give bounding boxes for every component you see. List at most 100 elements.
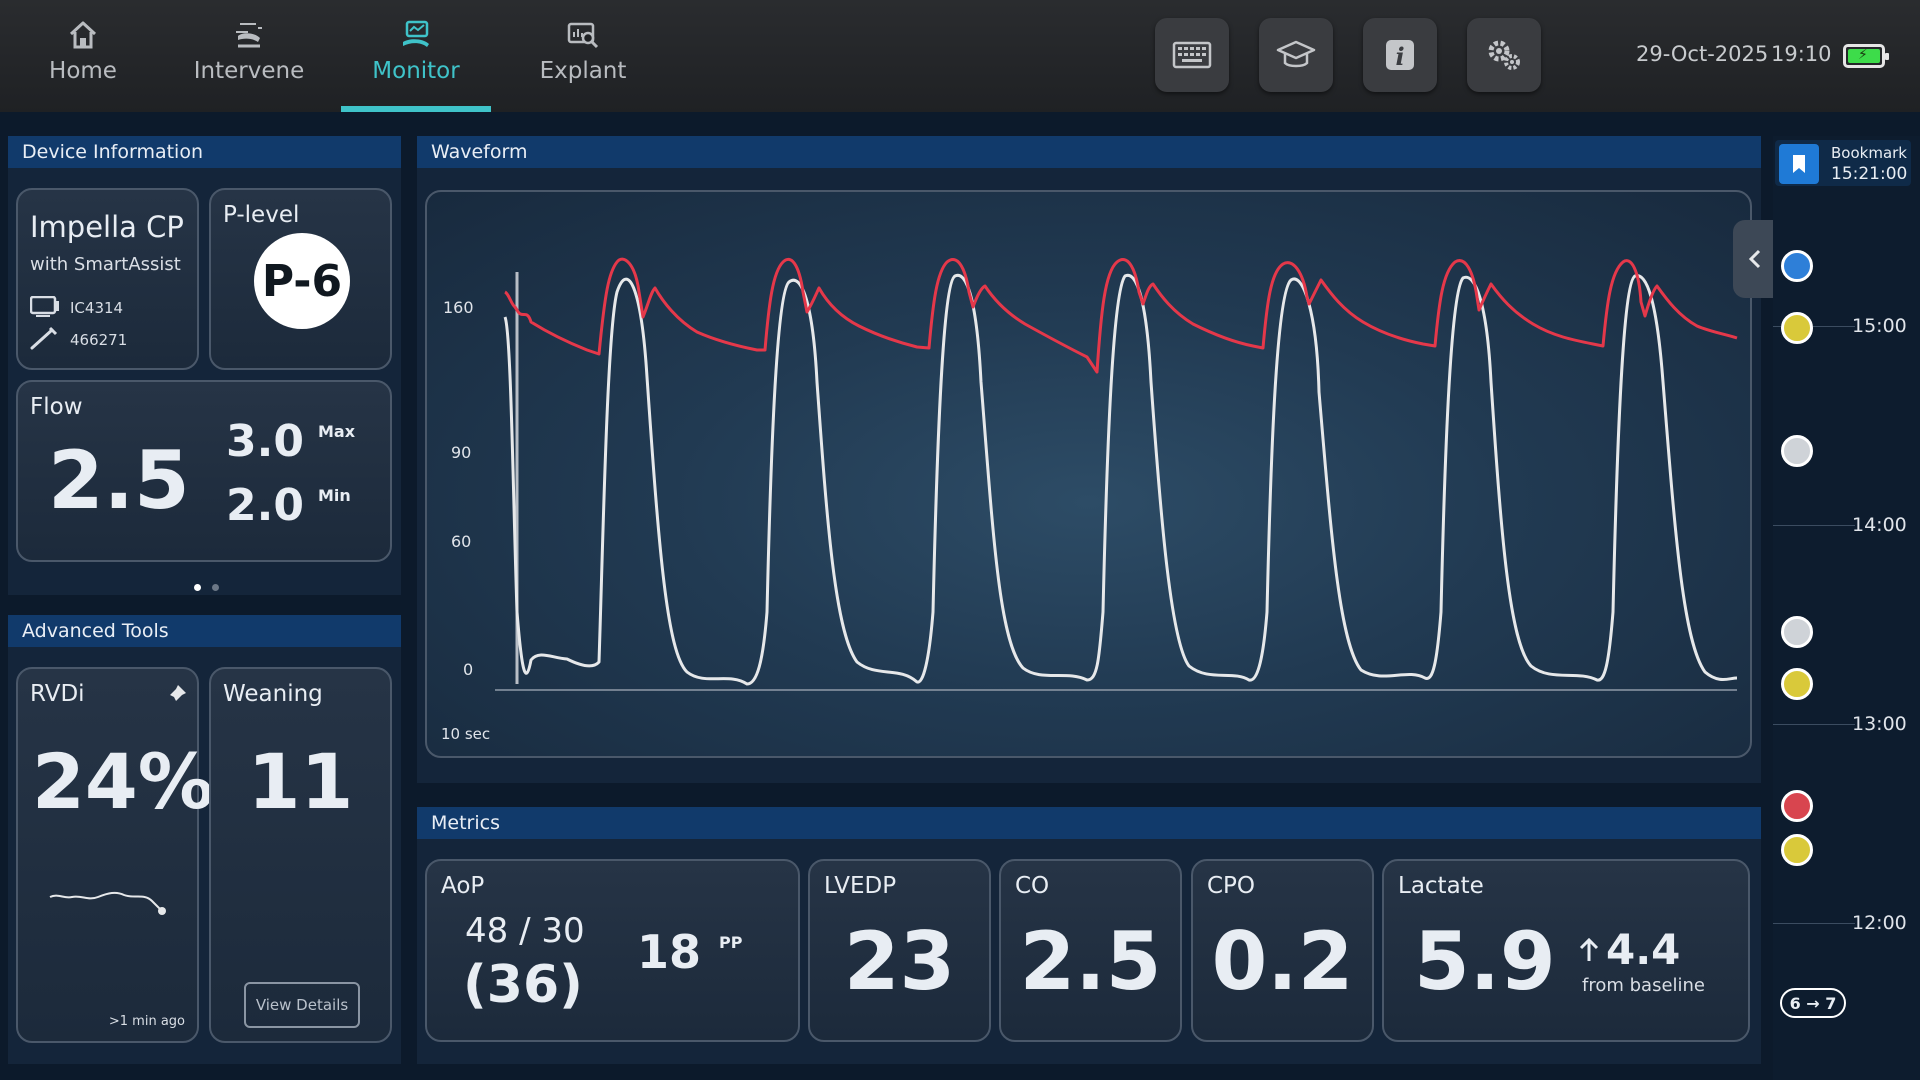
advanced-tools-panel: RVDi 24% >1 min ago Weaning 11 View Deta… — [8, 647, 401, 1064]
chevron-left-icon — [1748, 249, 1761, 269]
pp-label: PP — [719, 933, 743, 952]
motor-current-trace — [503, 273, 1738, 686]
info-button[interactable]: i — [1363, 18, 1437, 92]
tab-intervene[interactable]: Intervene — [174, 18, 324, 112]
rvdi-card[interactable]: RVDi 24% >1 min ago — [16, 667, 214, 1043]
rvdi-label: RVDi — [30, 681, 85, 707]
tab-home[interactable]: Home — [8, 18, 158, 112]
explant-icon — [567, 22, 599, 49]
arrow-up-icon — [1579, 937, 1599, 961]
timeline-time-label: 12:00 — [1852, 912, 1907, 934]
console-id: IC4314 — [70, 299, 124, 317]
timeline-time-label: 15:00 — [1852, 315, 1907, 337]
flow-label: Flow — [30, 394, 83, 420]
flow-value: 2.5 — [48, 434, 190, 527]
tab-monitor[interactable]: Monitor — [341, 18, 491, 112]
timeline-event-marker[interactable] — [1781, 312, 1813, 344]
settings-button[interactable] — [1467, 18, 1541, 92]
weaning-label: Weaning — [223, 681, 323, 707]
tab-home-label: Home — [49, 58, 117, 84]
plevel-value: P-6 — [254, 233, 350, 329]
timeline-event-marker[interactable] — [1781, 250, 1813, 282]
aop-mean: (36) — [463, 955, 583, 1015]
keyboard-button[interactable] — [1155, 18, 1229, 92]
device-card[interactable]: Impella CP with SmartAssist IC4314 46627… — [16, 188, 199, 370]
bookmark-button[interactable]: Bookmark 15:21:00 — [1775, 140, 1911, 186]
view-details-button[interactable]: View Details — [244, 982, 360, 1028]
aop-card[interactable]: AoP 48 / 30 (36) 18 PP — [425, 859, 800, 1042]
current-date: 29-Oct-2025 — [1636, 42, 1769, 66]
plevel-label: P-level — [223, 202, 300, 228]
cpo-label: CPO — [1207, 873, 1256, 899]
rvdi-timestamp: >1 min ago — [108, 1014, 185, 1029]
y-tick-label: 0 — [463, 660, 474, 679]
aop-label: AoP — [441, 873, 485, 899]
flow-min-value: 2.0 — [226, 480, 304, 531]
aortic-pressure-trace — [504, 257, 1738, 374]
duration-label: 10 sec — [441, 725, 491, 743]
plevel-card[interactable]: P-level P-6 — [209, 188, 392, 370]
waveform-chart[interactable]: 160 90 60 0 10 sec — [425, 190, 1752, 758]
co-label: CO — [1015, 873, 1050, 899]
bookmark-label: Bookmark — [1831, 144, 1907, 162]
collapse-timeline-button[interactable] — [1733, 220, 1777, 298]
bookmark-icon-box — [1779, 144, 1819, 184]
pin-icon[interactable] — [164, 683, 188, 707]
lactate-delta-text: from baseline — [1582, 975, 1706, 996]
y-tick-label: 160 — [443, 298, 474, 317]
page-indicator[interactable] — [194, 576, 220, 595]
y-tick-label: 60 — [451, 532, 472, 551]
metrics-header: Metrics — [417, 807, 1761, 839]
flow-card[interactable]: Flow 2.5 3.0 Max 2.0 Min — [16, 380, 392, 562]
timeline-event-marker[interactable] — [1781, 668, 1813, 700]
aop-sys-dia: 48 / 30 — [465, 911, 585, 951]
bookmark-time: 15:21:00 — [1831, 164, 1908, 184]
weaning-card[interactable]: Weaning 11 View Details — [209, 667, 392, 1043]
co-card[interactable]: CO 2.5 — [999, 859, 1182, 1042]
pp-value: 18 — [637, 925, 702, 979]
tab-explant-label: Explant — [539, 58, 627, 84]
training-button[interactable] — [1259, 18, 1333, 92]
advanced-tools-header: Advanced Tools — [8, 615, 401, 647]
cpo-value: 0.2 — [1211, 915, 1354, 1008]
svg-text:i: i — [1395, 42, 1404, 71]
tab-explant[interactable]: Explant — [508, 18, 658, 112]
waveform-header: Waveform — [417, 136, 1761, 168]
timeline-time-label: 14:00 — [1852, 514, 1907, 536]
lvedp-value: 23 — [843, 915, 956, 1008]
timeline-event-marker[interactable] — [1781, 790, 1813, 822]
flow-max-value: 3.0 — [226, 416, 304, 467]
top-bar: Home Intervene Monitor Explant — [0, 0, 1920, 112]
page-dot — [212, 584, 220, 591]
lactate-label: Lactate — [1398, 873, 1484, 899]
flow-min-label: Min — [318, 486, 351, 505]
timeline-time-label: 13:00 — [1852, 713, 1907, 735]
timeline-event-marker[interactable] — [1781, 834, 1813, 866]
flow-max-label: Max — [318, 422, 356, 441]
bookmark-icon — [1793, 155, 1805, 173]
catheter-icon — [30, 326, 58, 350]
page-dot — [194, 584, 201, 591]
lvedp-card[interactable]: LVEDP 23 — [808, 859, 991, 1042]
event-timeline[interactable] — [1773, 136, 1920, 1080]
gears-icon — [1488, 40, 1520, 70]
weaning-value: 11 — [247, 737, 354, 826]
lactate-value: 5.9 — [1414, 915, 1556, 1008]
device-name: Impella CP — [30, 210, 184, 244]
cpo-card[interactable]: CPO 0.2 — [1191, 859, 1374, 1042]
tab-monitor-label: Monitor — [372, 58, 460, 84]
pump-icon — [236, 23, 262, 48]
plevel-change-badge[interactable]: 6 → 7 — [1780, 988, 1846, 1018]
device-subtitle: with SmartAssist — [30, 254, 181, 275]
timeline-event-marker[interactable] — [1781, 616, 1813, 648]
timeline-gridline — [1773, 326, 1855, 327]
lvedp-label: LVEDP — [824, 873, 897, 899]
timeline-event-marker[interactable] — [1781, 435, 1813, 467]
console-icon — [30, 296, 59, 317]
active-tab-indicator — [341, 106, 491, 112]
co-value: 2.5 — [1019, 915, 1162, 1008]
waveform-traces — [495, 257, 1738, 691]
battery-icon: ⚡ — [1843, 44, 1889, 68]
lactate-card[interactable]: Lactate 5.9 4.4 from baseline — [1382, 859, 1750, 1042]
home-icon — [69, 21, 97, 49]
